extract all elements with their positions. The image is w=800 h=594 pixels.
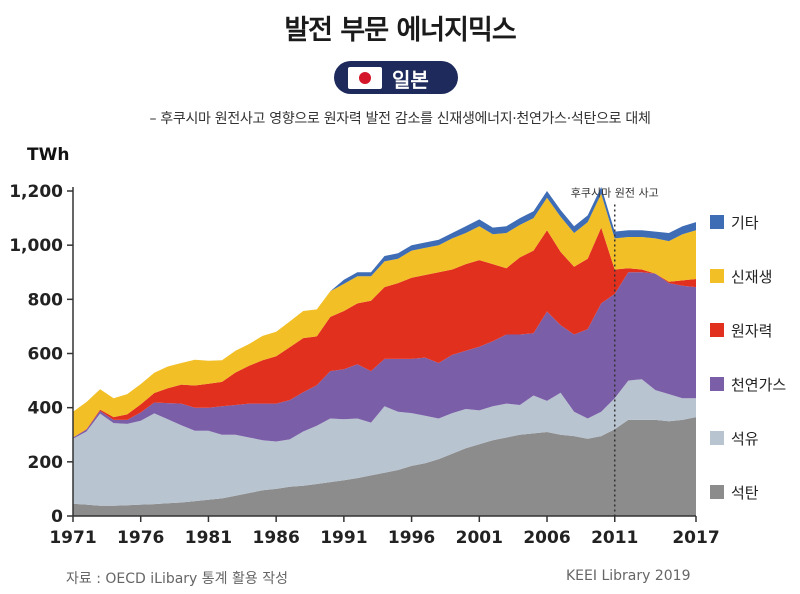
- legend-label: 원자력: [731, 322, 772, 340]
- x-tick-label: 1981: [185, 528, 232, 548]
- legend-swatch: [710, 215, 724, 229]
- legend-label: 석유: [731, 430, 759, 448]
- y-tick-label: 800: [28, 290, 64, 310]
- y-tick-label: 0: [51, 507, 63, 527]
- x-tick-label: 2017: [672, 528, 719, 548]
- y-tick-label: 200: [28, 453, 64, 473]
- fukushima-annotation: 후쿠시마 원전 사고: [571, 187, 659, 200]
- y-tick-label: 1,200: [9, 182, 63, 202]
- legend-swatch: [710, 323, 724, 337]
- legend-label: 천연가스: [731, 376, 786, 394]
- y-tick-label: 600: [28, 345, 64, 365]
- legend-swatch: [710, 485, 724, 499]
- x-tick-label: 2011: [591, 528, 638, 548]
- x-tick-label: 1976: [117, 528, 164, 548]
- y-tick-label: 1,000: [9, 236, 63, 256]
- x-tick-label: 2006: [523, 528, 570, 548]
- area-신재생: [73, 193, 696, 438]
- x-tick-label: 1971: [49, 528, 96, 548]
- y-tick-label: 400: [28, 399, 64, 419]
- country-label: 일본: [392, 68, 429, 92]
- credit-note: KEEI Library 2019: [566, 568, 691, 584]
- x-tick-label: 1996: [388, 528, 435, 548]
- area-석유: [73, 379, 696, 506]
- legend-swatch: [710, 431, 724, 445]
- x-tick-label: 1986: [252, 528, 299, 548]
- area-천연가스: [73, 272, 696, 442]
- area-석탄: [73, 417, 696, 516]
- y-axis-unit: TWh: [27, 145, 70, 165]
- chart-title: 발전 부문 에너지믹스: [284, 15, 516, 46]
- x-tick-label: 2001: [456, 528, 503, 548]
- legend-swatch: [710, 377, 724, 391]
- area-원자력: [73, 227, 696, 438]
- japan-flag-icon: [348, 67, 382, 89]
- legend-label: 기타: [731, 214, 759, 232]
- legend-label: 신재생: [731, 268, 772, 286]
- chart-subtitle: – 후쿠시마 원전사고 영향으로 원자력 발전 감소를 신재생에너지·천연가스·…: [149, 111, 651, 127]
- source-note: 자료 : OECD iLibary 통계 활용 작성: [66, 571, 288, 587]
- country-badge: 일본: [334, 61, 458, 94]
- x-tick-label: 1991: [320, 528, 367, 548]
- legend-swatch: [710, 269, 724, 283]
- legend-label: 석탄: [731, 484, 759, 502]
